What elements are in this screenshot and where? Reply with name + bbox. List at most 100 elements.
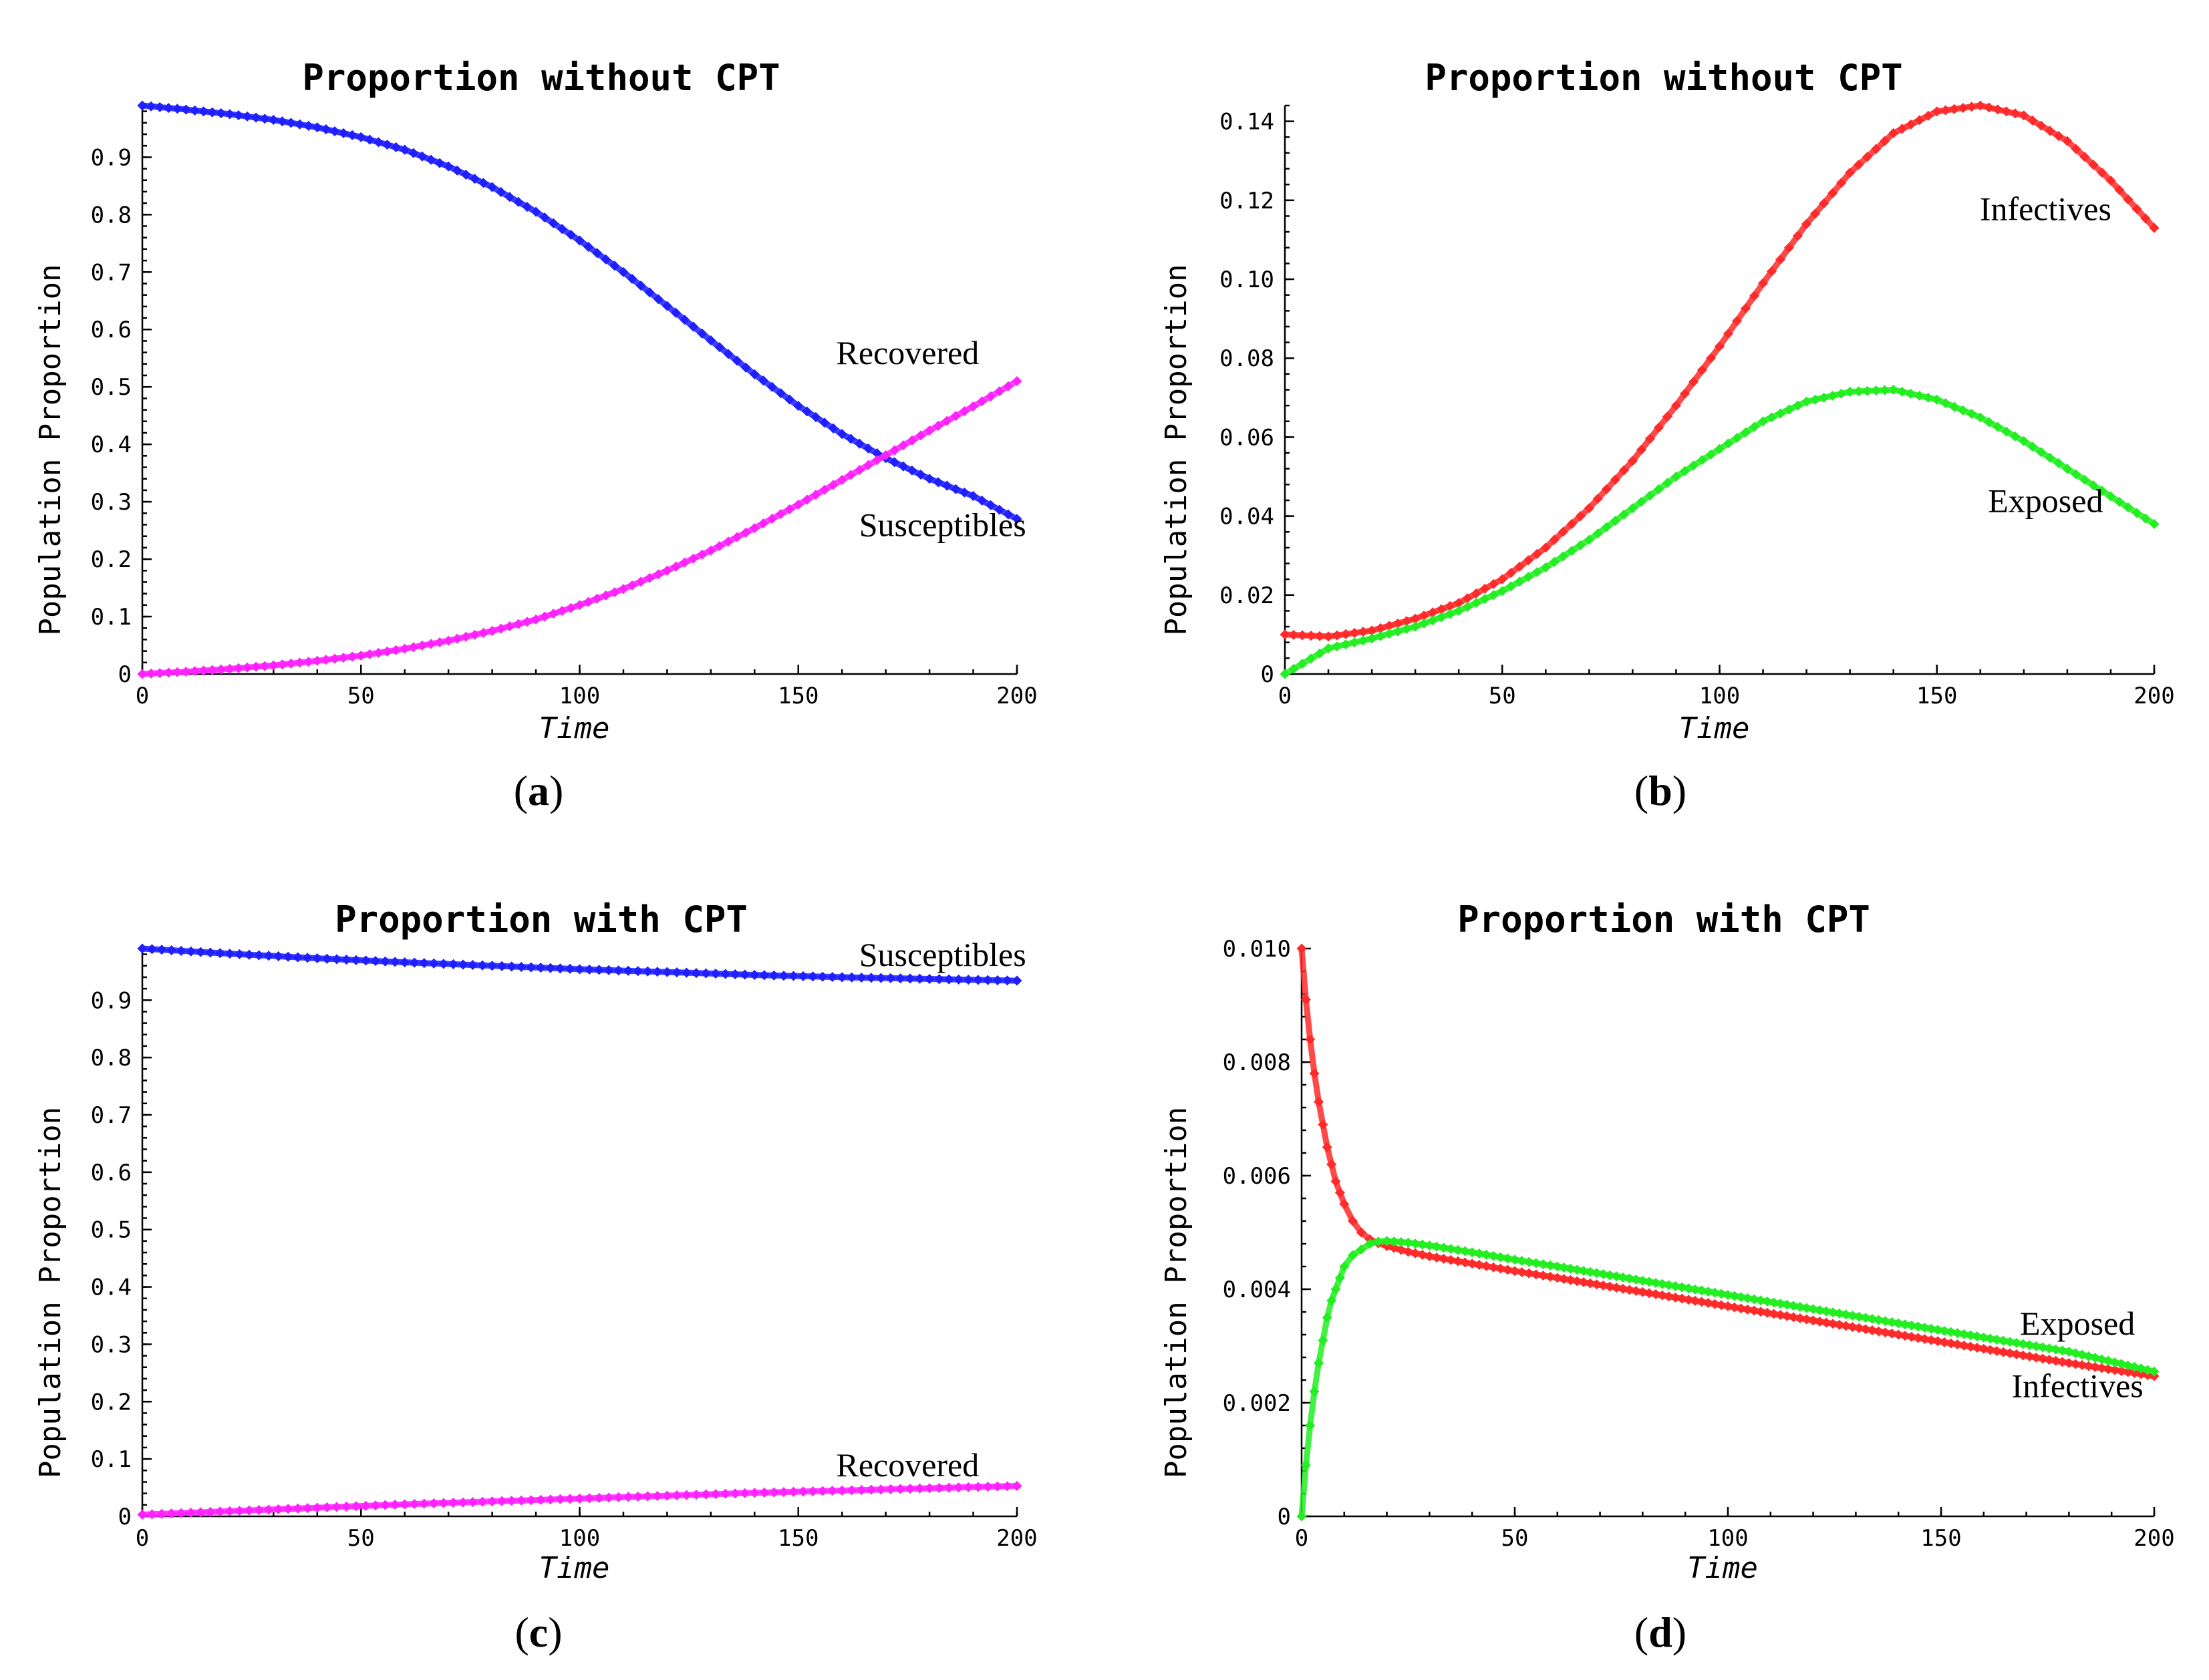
data-point-infectives: [1972, 1343, 1982, 1353]
data-point-infectives: [2083, 1361, 2094, 1371]
data-point-susceptibles: [819, 417, 830, 428]
data-point-recovered: [176, 1508, 186, 1518]
data-point-exposed: [1874, 1315, 1884, 1325]
data-point-infectives: [1847, 1321, 1858, 1333]
data-point-recovered: [545, 1494, 556, 1505]
data-point-exposed: [1644, 1277, 1654, 1287]
data-point-susceptibles: [198, 106, 209, 117]
data-point-exposed: [1467, 1247, 1477, 1258]
data-point-exposed: [1716, 1289, 1727, 1299]
data-point-recovered: [360, 1500, 372, 1511]
data-point-infectives: [1332, 630, 1342, 641]
data-point-infectives: [1339, 1198, 1350, 1210]
data-point-susceptibles: [845, 434, 856, 444]
data-point-susceptibles: [137, 943, 148, 954]
data-point-infectives: [1575, 511, 1586, 522]
data-point-susceptibles: [837, 972, 847, 983]
y-tick-label: 0.006: [1223, 1163, 1291, 1190]
data-point-exposed: [1297, 659, 1308, 669]
data-point-infectives: [1349, 627, 1360, 639]
data-point-infectives: [1637, 1287, 1648, 1297]
y-tick-label: 0.2: [91, 1389, 132, 1415]
y-tick-label: 0.5: [91, 1217, 132, 1244]
annotation-exposed: Exposed: [2020, 1305, 2135, 1342]
data-point-recovered: [382, 646, 393, 657]
data-point-recovered: [574, 600, 585, 611]
x-axis-label: Time: [539, 1551, 610, 1585]
panel-caption: (c): [514, 1609, 562, 1656]
data-point-exposed: [1505, 581, 1516, 592]
data-point-exposed: [1356, 1244, 1366, 1255]
data-point-infectives: [1439, 1253, 1449, 1264]
x-tick-label: 0: [136, 1525, 149, 1552]
data-point-exposed: [2045, 452, 2055, 463]
data-point-exposed: [1502, 1253, 1513, 1264]
y-tick-label: 0.3: [91, 489, 132, 516]
data-point-infectives: [1867, 1325, 1878, 1336]
data-point-susceptibles: [854, 438, 865, 449]
chart-title: Proportion with CPT: [335, 898, 748, 941]
y-tick-label: 0.1: [91, 1446, 132, 1473]
data-point-recovered: [390, 1499, 400, 1510]
data-point-susceptibles: [268, 114, 279, 126]
data-point-susceptibles: [146, 101, 156, 112]
data-point-exposed: [1403, 1237, 1414, 1248]
data-point-recovered: [321, 655, 331, 665]
data-point-exposed: [1509, 1254, 1520, 1265]
data-point-susceptibles: [513, 196, 524, 207]
data-point-infectives: [2077, 1359, 2087, 1371]
data-point-recovered: [557, 605, 567, 617]
data-point-infectives: [1819, 198, 1829, 209]
y-tick-label: 0: [118, 661, 132, 688]
data-point-exposed: [1644, 490, 1655, 501]
data-point-infectives: [2140, 213, 2151, 224]
data-point-infectives: [1540, 542, 1551, 553]
data-point-exposed: [1676, 1282, 1687, 1293]
data-point-infectives: [1326, 1159, 1337, 1170]
data-point-recovered: [263, 1504, 274, 1515]
data-point-susceptibles: [584, 964, 595, 975]
data-point-exposed: [1552, 1261, 1563, 1272]
data-point-recovered: [172, 667, 182, 677]
x-tick-label: 50: [347, 683, 375, 709]
x-axis-label: Time: [539, 711, 610, 745]
x-tick-label: 50: [1489, 683, 1516, 709]
data-point-infectives: [1340, 629, 1351, 639]
data-point-exposed: [1690, 1284, 1701, 1295]
data-point-infectives: [1334, 1187, 1345, 1198]
data-point-exposed: [1453, 1244, 1463, 1255]
data-point-recovered: [487, 625, 498, 637]
data-point-susceptibles: [1002, 975, 1013, 986]
data-point-susceptibles: [817, 971, 828, 982]
data-point-susceptibles: [583, 241, 594, 253]
x-tick-label: 0: [1295, 1525, 1308, 1552]
data-point-susceptibles: [467, 960, 478, 971]
data-point-exposed: [1897, 386, 1908, 397]
data-point-exposed: [1559, 1263, 1570, 1273]
data-point-susceptibles: [973, 975, 984, 985]
chart-title: Proportion without CPT: [302, 57, 780, 99]
data-point-infectives: [2123, 194, 2133, 205]
data-point-infectives: [1396, 1244, 1407, 1255]
data-point-infectives: [1703, 1298, 1714, 1309]
data-point-exposed: [2071, 469, 2081, 480]
x-tick-label: 150: [778, 1525, 819, 1552]
data-point-recovered: [293, 1503, 303, 1514]
data-point-infectives: [1893, 1329, 1904, 1340]
data-point-susceptibles: [555, 963, 565, 974]
data-point-susceptibles: [321, 124, 331, 135]
data-point-infectives: [2053, 130, 2064, 142]
data-point-susceptibles: [953, 974, 964, 985]
data-point-recovered: [827, 1486, 838, 1496]
data-point-susceptibles: [338, 128, 349, 138]
data-point-recovered: [504, 621, 515, 632]
data-point-infectives: [2116, 1365, 2127, 1377]
data-point-infectives: [1309, 1068, 1320, 1079]
data-point-exposed: [1424, 1240, 1435, 1251]
annotation-exposed: Exposed: [1988, 482, 2103, 520]
data-point-recovered: [953, 1482, 964, 1493]
data-point-recovered: [253, 1504, 265, 1516]
data-point-infectives: [1488, 1262, 1499, 1273]
data-point-recovered: [312, 655, 323, 666]
data-point-susceptibles: [452, 165, 462, 176]
